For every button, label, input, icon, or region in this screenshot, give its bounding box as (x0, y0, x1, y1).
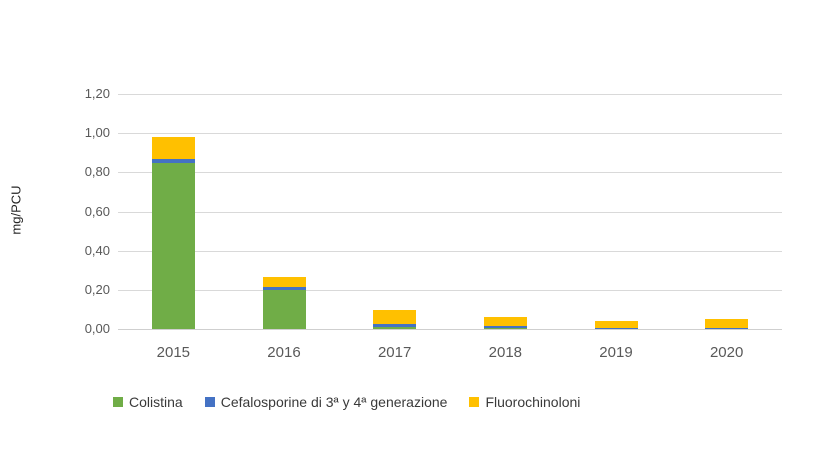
bar-segment-2020-series-0 (705, 328, 749, 329)
gridline (118, 172, 782, 174)
bar-segment-2018-series-0 (483, 328, 527, 329)
y-tick-label: 1,00 (84, 125, 110, 141)
x-axis-label: 2018 (488, 344, 523, 361)
bar-segment-2018-series-2 (483, 317, 527, 327)
bar-segment-2019-series-0 (594, 328, 638, 329)
gridline (118, 94, 782, 95)
legend-item: Fluorochinoloni (469, 394, 580, 410)
legend-item: Cefalosporine di 3ª y 4ª generazione (204, 394, 448, 410)
bar-segment-2016-series-1 (262, 286, 306, 290)
gridline (118, 250, 782, 252)
bar-segment-2017-series-1 (373, 324, 417, 328)
bar-segment-2019-series-2 (594, 321, 638, 329)
legend-swatch-icon (113, 397, 123, 407)
bar-2018 (483, 317, 527, 329)
x-axis-label: 2019 (599, 344, 633, 361)
y-tick-label: 0,40 (84, 242, 110, 258)
bar-2015 (151, 137, 195, 329)
x-axis-label: 2020 (709, 344, 744, 361)
bar-segment-2015-series-0 (151, 162, 195, 329)
legend: Colistina Cefalosporine di 3ª y 4ª genera… (113, 394, 580, 410)
gridline (118, 133, 782, 135)
bar-segment-2017-series-0 (373, 327, 417, 329)
gridline (118, 329, 782, 330)
gridline (118, 289, 782, 291)
bar-segment-2016-series-2 (262, 277, 306, 287)
bar-segment-2015-series-1 (151, 158, 195, 163)
gridline (118, 211, 782, 213)
legend-label: Fluorochinoloni (485, 394, 581, 410)
y-tick-label: 0,60 (84, 203, 110, 219)
x-axis-label: 2015 (156, 344, 191, 361)
y-tick-label: 0,80 (84, 164, 110, 180)
bar-2019 (594, 321, 638, 329)
legend-swatch-icon (469, 397, 480, 407)
bar-segment-2017-series-2 (373, 310, 417, 325)
y-tick-label: 0,20 (84, 281, 110, 297)
bar-segment-2015-series-2 (151, 137, 195, 159)
legend-swatch-icon (204, 397, 215, 407)
y-tick-label: 0,00 (84, 321, 110, 336)
y-tick-label: 1,20 (84, 86, 110, 101)
x-axis-label: 2016 (267, 344, 301, 361)
legend-item: Colistina (113, 394, 183, 410)
bar-segment-2020-series-2 (705, 319, 749, 329)
bar-2017 (373, 310, 417, 329)
bar-segment-2016-series-0 (262, 289, 306, 329)
bar-2016 (262, 277, 306, 329)
legend-label: Colistina (129, 394, 183, 410)
bar-segment-2018-series-1 (483, 326, 527, 329)
bar-2020 (705, 319, 749, 329)
legend-label: Cefalosporine di 3ª y 4ª generazione (220, 394, 448, 410)
x-axis-label: 2017 (377, 344, 412, 361)
plot-area (118, 94, 782, 330)
